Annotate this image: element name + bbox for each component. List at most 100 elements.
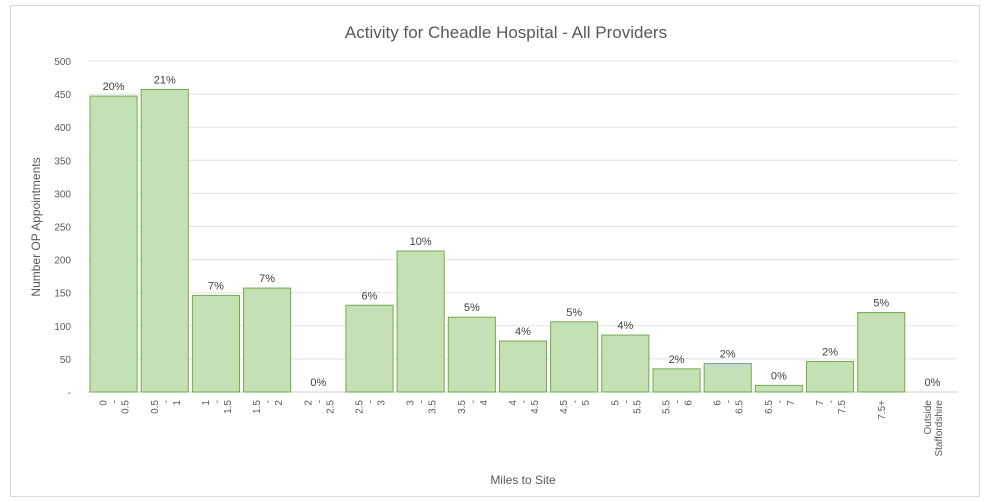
x-tick-label-line: 2	[303, 400, 314, 406]
y-tick-label: 300	[54, 189, 71, 200]
bar	[754, 384, 803, 393]
data-label: 5%	[464, 302, 480, 314]
x-tick-label: 1.5-2	[252, 400, 285, 414]
x-tick-label-line: Outside	[923, 400, 934, 435]
bar	[191, 294, 240, 393]
x-tick-label-line: 0.5	[121, 400, 132, 414]
x-tick-label-line: -	[161, 400, 172, 403]
x-tick-label-line: 6.5	[735, 400, 746, 414]
y-axis-ticks: - 50 100 150 200 250 300 350 400 450 500	[54, 57, 71, 399]
bar	[550, 321, 599, 393]
x-tick-label: 3.5-4	[457, 400, 490, 414]
bar	[140, 88, 189, 393]
bar	[806, 361, 855, 393]
data-label: 2%	[822, 347, 838, 359]
x-tick-label-line: 5	[610, 400, 621, 406]
x-tick-label-line: 6	[684, 400, 695, 406]
x-tick-label-line: -	[826, 400, 837, 403]
bar	[498, 340, 548, 393]
y-tick-label: 400	[54, 123, 71, 134]
data-labels: 20% 21% 7% 7% 0% 6% 10% 5% 4% 5% 4% 2% 2% 0% 2% 5% 0%	[103, 74, 941, 389]
x-tick-label: Outside Staffordshire	[923, 400, 945, 457]
x-tick-label-line: 1	[172, 400, 183, 406]
y-tick-label: 450	[54, 90, 71, 101]
x-tick-label-line: 4	[479, 400, 490, 406]
x-tick-label-line: 1.5	[223, 400, 234, 414]
x-tick-label-line: 4.5	[559, 400, 570, 414]
data-label: 20%	[103, 81, 125, 93]
x-tick-label-line: 7	[815, 400, 826, 406]
x-tick-label-line: 4.5	[530, 400, 541, 414]
x-tick-label-line: 6	[713, 400, 724, 406]
y-axis-title: Number OP Appointments	[29, 157, 43, 296]
x-tick-label-line: 3	[376, 400, 387, 406]
y-tick-label: 250	[54, 223, 71, 234]
y-tick-label: 50	[60, 355, 72, 366]
x-tick-label-line: -	[621, 400, 632, 403]
x-tick-label-line: -	[724, 400, 735, 403]
y-tick-label: 100	[54, 322, 71, 333]
x-tick-label: 6-6.5	[713, 400, 746, 414]
x-tick-label: 1-1.5	[201, 400, 234, 414]
x-tick-label: 5-5.5	[610, 400, 643, 414]
data-label: 2%	[669, 354, 685, 366]
bar	[652, 368, 701, 393]
x-tick-label-line: -	[314, 400, 325, 403]
x-tick-label-line: 5.5	[632, 400, 643, 414]
x-tick-label-line: -	[468, 400, 479, 403]
x-tick-label: 3-3.5	[406, 400, 439, 414]
data-label: 0%	[771, 370, 787, 382]
x-tick-label-line: 6.5	[764, 400, 775, 414]
data-label: 4%	[515, 326, 531, 338]
x-tick-label-line: 5.5	[662, 400, 673, 414]
data-label: 2%	[720, 349, 736, 361]
x-tick-label-line: 5	[581, 400, 592, 406]
x-tick-label-line: 2	[274, 400, 285, 406]
x-tick-label-line: Staffordshire	[934, 400, 945, 457]
x-tick-label: 7.5+	[877, 400, 888, 420]
data-label: 0%	[310, 377, 326, 389]
bar	[89, 95, 138, 393]
x-tick-label: 4-4.5	[508, 400, 541, 414]
y-tick-label: 150	[54, 289, 71, 300]
x-tick-label-line: 7.5+	[877, 400, 888, 420]
x-tick-label: 0.5-1	[150, 400, 183, 414]
x-tick-label-line: 2.5	[354, 400, 365, 414]
x-tick-label-line: 7.5	[837, 400, 848, 414]
x-tick-label-line: -	[570, 400, 581, 403]
y-tick-label: 500	[54, 57, 71, 68]
x-tick-label-line: -	[673, 400, 684, 403]
x-tick-label: 2.5-3	[354, 400, 387, 414]
bars	[89, 88, 906, 393]
x-tick-label: 0-0.5	[99, 400, 132, 414]
x-tick-label-line: -	[212, 400, 223, 403]
x-tick-label-line: 0.5	[150, 400, 161, 414]
y-tick-label: 200	[54, 256, 71, 267]
x-tick-label-line: -	[775, 400, 786, 403]
x-tick-label: 7-7.5	[815, 400, 848, 414]
bar	[243, 287, 292, 393]
data-label: 7%	[208, 280, 224, 292]
chart-title: Activity for Cheadle Hospital - All Prov…	[345, 23, 667, 42]
bar	[447, 316, 496, 393]
data-label: 7%	[259, 273, 275, 285]
x-tick-label: 4.5-5	[559, 400, 592, 414]
data-label: 0%	[924, 377, 940, 389]
bar	[396, 250, 445, 393]
bar	[703, 363, 752, 393]
x-tick-label-line: 0	[99, 400, 110, 406]
x-axis-ticks: 0-0.5 0.5-1 1-1.5 1.5-2 2-2.5 2.5-3 3-3.5 3.5-4…	[99, 400, 945, 457]
bar	[345, 304, 394, 393]
bar	[857, 312, 906, 393]
y-tick-label: -	[68, 388, 71, 399]
data-label: 6%	[362, 290, 378, 302]
data-label: 21%	[154, 74, 176, 86]
x-tick-label: 6.5-7	[764, 400, 797, 414]
x-tick-label-line: -	[110, 400, 121, 403]
data-label: 10%	[410, 236, 432, 248]
x-tick-label: 5.5-6	[662, 400, 695, 414]
data-label: 4%	[617, 320, 633, 332]
x-tick-label-line: 1.5	[252, 400, 263, 414]
x-tick-label-line: -	[417, 400, 428, 403]
